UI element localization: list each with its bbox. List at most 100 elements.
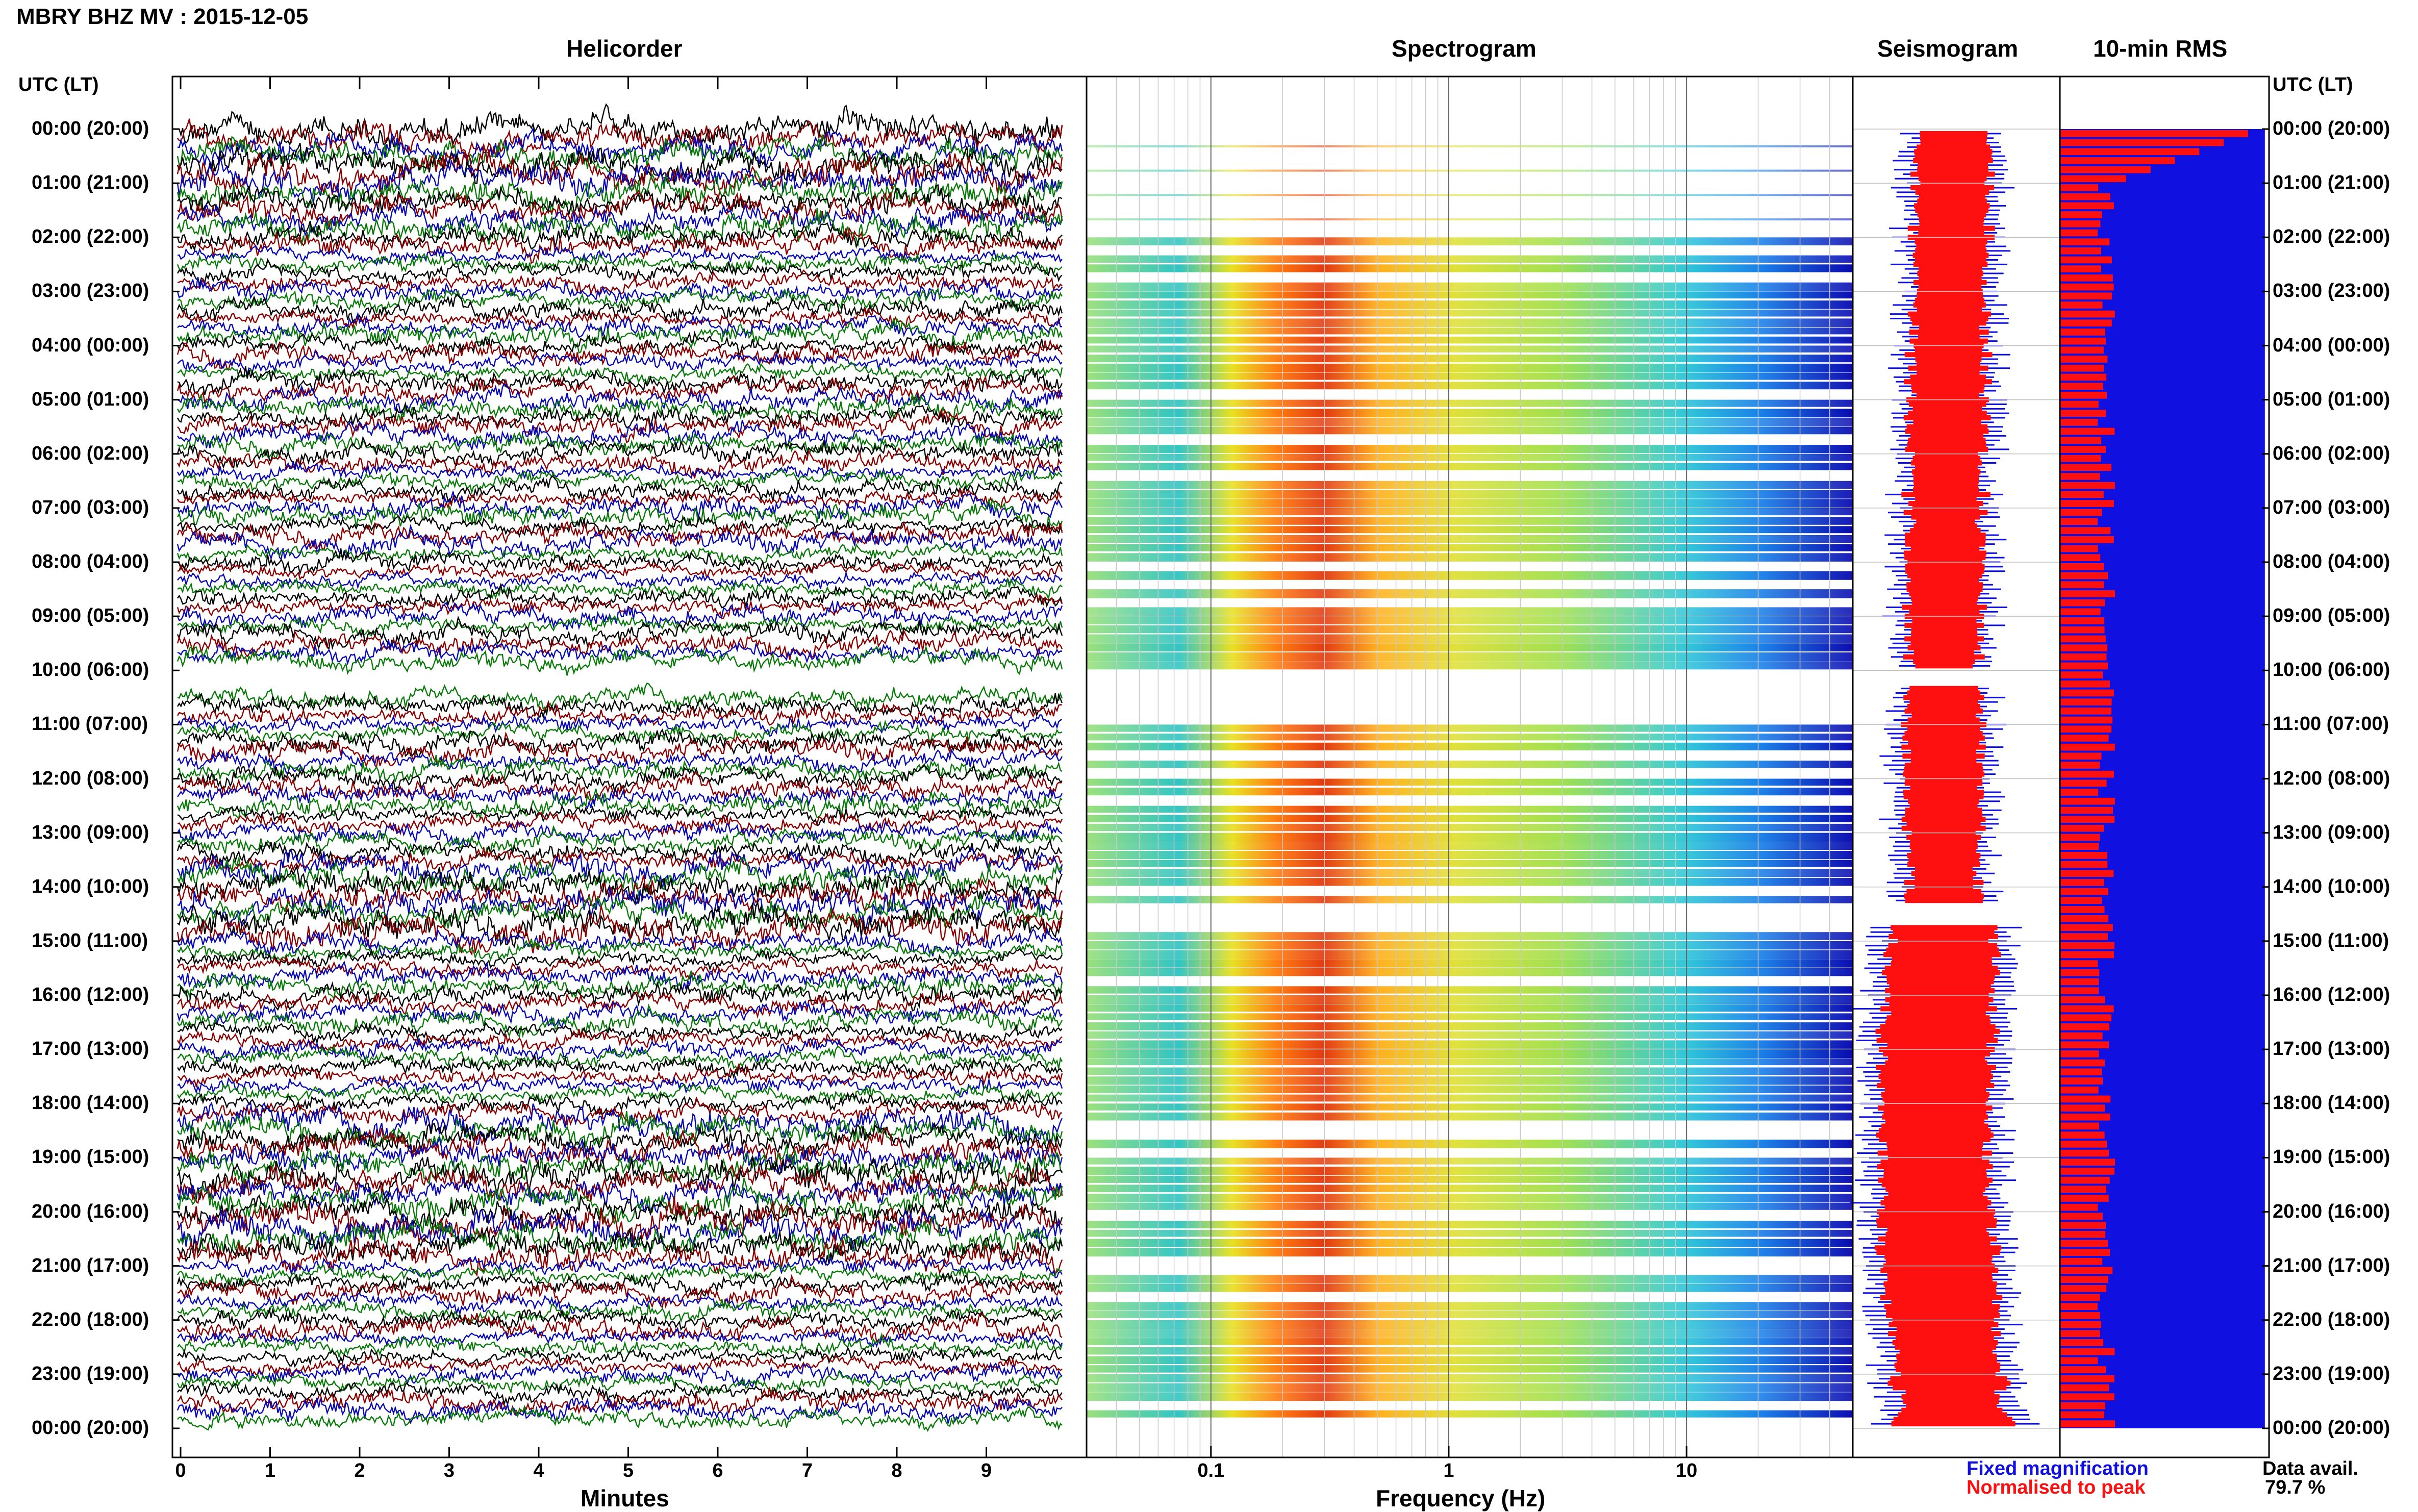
spectrogram-row bbox=[1087, 445, 1853, 453]
rms-normalised-bar bbox=[2060, 238, 2110, 245]
rms-normalised-bar bbox=[2060, 1176, 2110, 1184]
spectrogram-row bbox=[1087, 1175, 1853, 1183]
helicorder-trace bbox=[177, 1397, 1063, 1424]
rms-normalised-bar bbox=[2060, 1294, 2100, 1301]
helicorder-trace bbox=[177, 809, 1063, 838]
rms-normalised-bar bbox=[2060, 175, 2126, 183]
rms-normalised-bar bbox=[2060, 824, 2104, 832]
helicorder-trace bbox=[177, 825, 1063, 856]
helicorder-x-tick-label: 5 bbox=[622, 1460, 634, 1481]
rms-normalised-bar bbox=[2060, 139, 2224, 146]
rms-normalised-bar bbox=[2060, 581, 2104, 589]
left-time-label: 06:00 (02:00) bbox=[32, 442, 149, 464]
spectrogram-row bbox=[1087, 869, 1853, 877]
helicorder-trace bbox=[177, 627, 1063, 660]
spectrogram-row bbox=[1087, 327, 1853, 335]
rms-normalised-bar bbox=[2060, 752, 2102, 760]
helicorder-trace bbox=[177, 961, 1063, 992]
spectrogram-row bbox=[1087, 1031, 1853, 1039]
rms-normalised-bar bbox=[2060, 400, 2099, 408]
helicorder-title: Helicorder bbox=[566, 35, 683, 62]
rms-normalised-bar bbox=[2060, 888, 2108, 895]
rms-normalised-bar bbox=[2060, 491, 2104, 498]
rms-normalised-bar bbox=[2060, 310, 2115, 318]
rms-normalised-bar bbox=[2060, 410, 2106, 417]
spectrogram-xlabel: Frequency (Hz) bbox=[1376, 1485, 1546, 1511]
rms-normalised-bar bbox=[2060, 861, 2108, 868]
rms-normalised-bar bbox=[2060, 1203, 2098, 1211]
rms-normalised-bar bbox=[2060, 1384, 2109, 1392]
left-time-label: 22:00 (18:00) bbox=[32, 1308, 149, 1330]
spectrogram-row bbox=[1087, 1221, 1853, 1228]
helicorder-trace bbox=[177, 293, 1063, 325]
helicorder-trace bbox=[177, 593, 1063, 620]
rms-normalised-bar bbox=[2060, 301, 2103, 309]
left-time-label: 08:00 (04:00) bbox=[32, 551, 149, 572]
rms-normalised-bar bbox=[2060, 617, 2104, 624]
spectrogram-row bbox=[1087, 1140, 1853, 1148]
spectrogram-row bbox=[1087, 399, 1853, 407]
seismogram-title: Seismogram bbox=[1877, 35, 2019, 62]
helicorder-trace bbox=[177, 1175, 1063, 1214]
rms-normalised-bar bbox=[2060, 662, 2108, 670]
rms-normalised-bar bbox=[2060, 1257, 2103, 1265]
helicorder-x-tick-label: 9 bbox=[980, 1460, 992, 1481]
rms-normalised-bar bbox=[2060, 933, 2108, 940]
helicorder-trace bbox=[177, 1037, 1063, 1063]
spectrogram-row bbox=[1087, 652, 1853, 662]
spectrogram-row bbox=[1087, 986, 1853, 994]
helicorder-trace bbox=[177, 1178, 1063, 1225]
rms-normalised-bar bbox=[2060, 1312, 2100, 1319]
rms-normalised-bar bbox=[2060, 1041, 2109, 1049]
spectrogram-row bbox=[1087, 237, 1853, 245]
rms-normalised-bar bbox=[2060, 680, 2110, 688]
helicorder-trace bbox=[177, 905, 1063, 956]
helicorder-trace bbox=[177, 520, 1063, 551]
spectrogram-row bbox=[1087, 842, 1853, 850]
left-time-label: 15:00 (11:00) bbox=[32, 929, 148, 951]
spectrogram-row bbox=[1087, 418, 1853, 426]
helicorder-trace bbox=[177, 948, 1063, 971]
helicorder-trace bbox=[177, 754, 1063, 784]
helicorder-trace bbox=[177, 955, 1063, 980]
spectrogram-row bbox=[1087, 1338, 1853, 1345]
helicorder-trace bbox=[177, 524, 1063, 561]
helicorder-x-tick-label: 3 bbox=[443, 1460, 455, 1481]
helicorder-trace bbox=[177, 1354, 1063, 1377]
right-time-label: 15:00 (11:00) bbox=[2273, 929, 2389, 951]
rms-normalised-bar bbox=[2060, 247, 2101, 255]
helicorder-trace bbox=[177, 118, 1063, 159]
helicorder-trace bbox=[177, 639, 1062, 666]
rms-normalised-bar bbox=[2060, 1195, 2109, 1202]
spectrogram-row bbox=[1087, 1347, 1853, 1355]
spectrogram-row bbox=[1087, 1004, 1853, 1012]
helicorder-trace bbox=[177, 1233, 1063, 1277]
rms-normalised-bar bbox=[2060, 897, 2102, 904]
left-time-label: 14:00 (10:00) bbox=[32, 875, 149, 897]
rms-normalised-bar bbox=[2060, 653, 2107, 661]
rms-normalised-bar bbox=[2060, 762, 2100, 769]
rms-normalised-bar bbox=[2060, 211, 2102, 218]
rms-normalised-bar bbox=[2060, 978, 2099, 986]
spectrogram-row bbox=[1087, 1022, 1853, 1030]
spectrogram-row bbox=[1087, 625, 1853, 634]
spectrogram-row bbox=[1087, 1383, 1853, 1392]
helicorder-trace bbox=[177, 1196, 1063, 1243]
helicorder-trace bbox=[177, 981, 1063, 1012]
helicorder-trace bbox=[177, 682, 1063, 712]
spectrogram-row bbox=[1087, 382, 1853, 390]
panel-frames bbox=[171, 75, 2270, 1458]
data-avail-label: Data avail. bbox=[2262, 1458, 2358, 1479]
helicorder-trace bbox=[177, 1003, 1063, 1039]
spectrogram-row bbox=[1087, 372, 1853, 380]
rms-normalised-bar bbox=[2060, 689, 2114, 697]
rms-normalised-bar bbox=[2060, 1213, 2103, 1220]
left-time-label: 03:00 (23:00) bbox=[32, 280, 149, 302]
spectrogram-row bbox=[1087, 1311, 1853, 1318]
spectrogram-row bbox=[1087, 1049, 1853, 1059]
helicorder-trace bbox=[177, 126, 1063, 168]
spectrogram-row bbox=[1087, 363, 1853, 372]
right-time-label: 06:00 (02:00) bbox=[2273, 442, 2390, 464]
helicorder-trace bbox=[177, 408, 1063, 443]
right-time-label: 05:00 (01:00) bbox=[2273, 388, 2390, 410]
